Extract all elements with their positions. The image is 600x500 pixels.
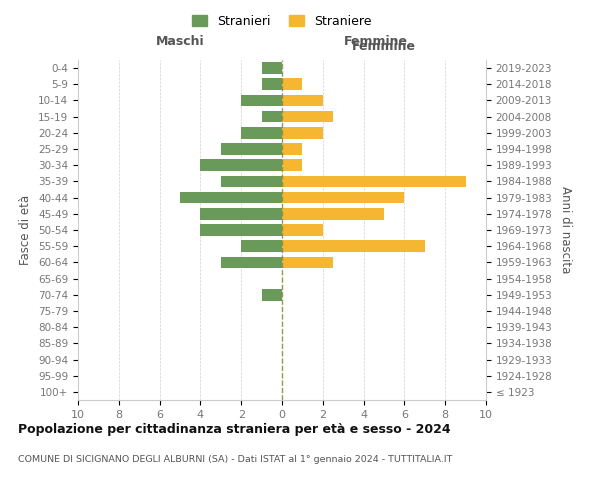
Text: Popolazione per cittadinanza straniera per età e sesso - 2024: Popolazione per cittadinanza straniera p… xyxy=(18,422,451,436)
Text: Maschi: Maschi xyxy=(155,35,205,48)
Bar xyxy=(221,176,282,188)
Text: Femmine: Femmine xyxy=(352,40,416,53)
Bar xyxy=(282,78,302,90)
Bar xyxy=(241,127,282,138)
Legend: Stranieri, Straniere: Stranieri, Straniere xyxy=(188,11,376,32)
Bar xyxy=(282,111,333,122)
Text: Femmine: Femmine xyxy=(344,35,408,48)
Bar xyxy=(282,127,323,138)
Bar xyxy=(241,240,282,252)
Bar xyxy=(200,224,282,236)
Bar xyxy=(282,256,333,268)
Bar xyxy=(282,143,302,155)
Bar xyxy=(200,160,282,171)
Bar xyxy=(282,208,384,220)
Y-axis label: Fasce di età: Fasce di età xyxy=(19,195,32,265)
Bar xyxy=(180,192,282,203)
Text: COMUNE DI SICIGNANO DEGLI ALBURNI (SA) - Dati ISTAT al 1° gennaio 2024 - TUTTITA: COMUNE DI SICIGNANO DEGLI ALBURNI (SA) -… xyxy=(18,455,452,464)
Bar xyxy=(221,256,282,268)
Bar xyxy=(221,143,282,155)
Bar xyxy=(282,224,323,236)
Bar xyxy=(282,240,425,252)
Bar xyxy=(262,289,282,300)
Bar xyxy=(282,160,302,171)
Bar xyxy=(282,176,466,188)
Bar xyxy=(262,78,282,90)
Y-axis label: Anni di nascita: Anni di nascita xyxy=(559,186,572,274)
Bar xyxy=(262,111,282,122)
Bar xyxy=(200,208,282,220)
Bar xyxy=(262,62,282,74)
Bar xyxy=(282,192,404,203)
Bar xyxy=(241,94,282,106)
Bar xyxy=(282,94,323,106)
